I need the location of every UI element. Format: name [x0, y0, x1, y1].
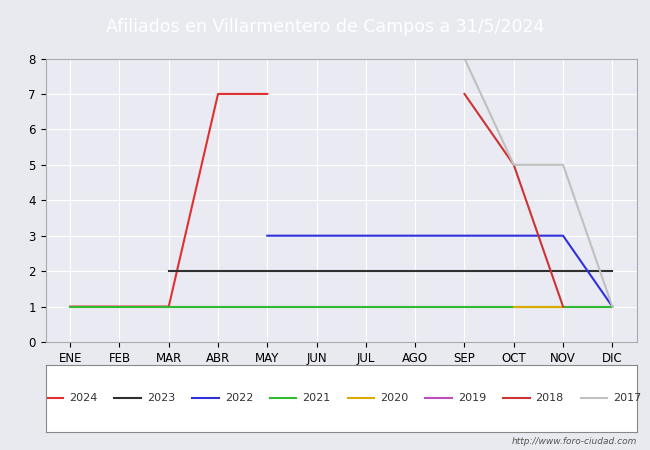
Text: 2021: 2021 — [302, 393, 331, 403]
Text: 2019: 2019 — [458, 393, 486, 403]
Text: 2024: 2024 — [69, 393, 97, 403]
Text: 2020: 2020 — [380, 393, 408, 403]
Text: 2018: 2018 — [536, 393, 564, 403]
Text: 2023: 2023 — [147, 393, 175, 403]
Text: 2017: 2017 — [614, 393, 642, 403]
Text: 2022: 2022 — [225, 393, 253, 403]
Text: http://www.foro-ciudad.com: http://www.foro-ciudad.com — [512, 436, 637, 446]
Text: Afiliados en Villarmentero de Campos a 31/5/2024: Afiliados en Villarmentero de Campos a 3… — [106, 18, 544, 36]
